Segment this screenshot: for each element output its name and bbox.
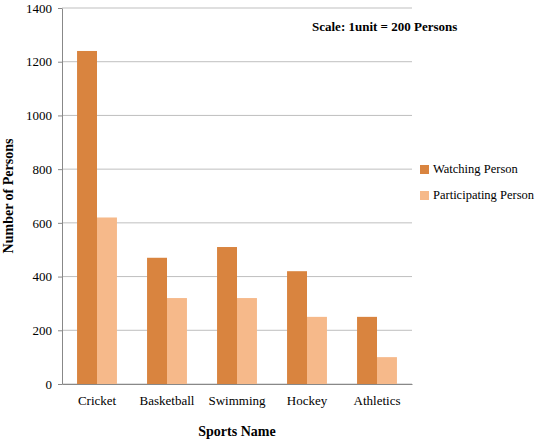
legend-label: Participating Person bbox=[433, 188, 535, 202]
legend-label: Watching Person bbox=[433, 162, 518, 176]
y-tick: 400 bbox=[33, 269, 63, 284]
grid-line bbox=[62, 61, 412, 62]
y-tick: 1400 bbox=[26, 1, 62, 16]
y-tick-mark bbox=[58, 169, 62, 170]
x-tick: Basketball bbox=[140, 384, 195, 408]
y-tick: 0 bbox=[46, 377, 63, 392]
bar bbox=[147, 258, 167, 384]
y-tick-label: 1200 bbox=[26, 54, 52, 69]
y-tick-label: 1400 bbox=[26, 1, 52, 16]
bar bbox=[377, 357, 397, 384]
bar bbox=[357, 317, 377, 384]
bars bbox=[77, 51, 397, 384]
bar bbox=[287, 271, 307, 384]
y-tick-label: 400 bbox=[33, 269, 53, 284]
y-tick: 200 bbox=[33, 323, 63, 338]
bar-series bbox=[77, 51, 377, 384]
bar bbox=[217, 247, 237, 384]
bar bbox=[77, 51, 97, 384]
y-tick-label: 600 bbox=[33, 216, 53, 231]
grid bbox=[62, 8, 412, 384]
y-tick-mark bbox=[58, 115, 62, 116]
y-tick-label: 1000 bbox=[26, 108, 52, 123]
x-tick-label: Athletics bbox=[354, 393, 401, 408]
chart: 0 200 400 600 800 1000 1200 1400 Cricket Basketba… bbox=[0, 0, 560, 443]
y-tick: 800 bbox=[33, 162, 63, 177]
y-axis-title: Number of Persons bbox=[1, 138, 16, 253]
bar bbox=[307, 317, 327, 384]
y-tick: 1000 bbox=[26, 108, 62, 123]
grid-line bbox=[62, 115, 412, 116]
y-tick-label: 800 bbox=[33, 162, 53, 177]
legend: Watching Person Participating Person bbox=[420, 162, 535, 202]
y-tick-mark bbox=[58, 62, 62, 63]
x-axis: Cricket Basketball Swimming Hockey Athletics bbox=[63, 384, 413, 408]
x-axis-line bbox=[63, 384, 413, 385]
x-tick-label: Swimming bbox=[208, 393, 266, 408]
y-tick-mark bbox=[58, 384, 62, 385]
y-axis-line bbox=[62, 9, 63, 385]
bar-series bbox=[97, 217, 397, 384]
y-tick-mark bbox=[58, 8, 62, 9]
x-tick: Hockey bbox=[287, 384, 328, 408]
x-tick: Cricket bbox=[78, 384, 117, 408]
y-tick-label: 0 bbox=[46, 377, 53, 392]
y-tick-mark bbox=[58, 277, 62, 278]
x-tick-label: Basketball bbox=[140, 393, 195, 408]
bar bbox=[97, 217, 117, 384]
x-tick-label: Cricket bbox=[78, 393, 117, 408]
grid-line bbox=[62, 8, 412, 9]
y-tick: 600 bbox=[33, 216, 63, 231]
bar bbox=[167, 298, 187, 384]
legend-swatch bbox=[420, 165, 429, 174]
y-tick-label: 200 bbox=[33, 323, 53, 338]
y-axis: 0 200 400 600 800 1000 1200 1400 bbox=[26, 1, 63, 392]
bar bbox=[237, 298, 257, 384]
x-tick: Athletics bbox=[354, 384, 401, 408]
y-tick-mark bbox=[58, 223, 62, 224]
y-tick: 1200 bbox=[26, 54, 62, 69]
x-axis-title: Sports Name bbox=[198, 424, 275, 439]
legend-swatch bbox=[420, 191, 429, 200]
annotation: Scale: 1unit = 200 Persons bbox=[312, 19, 457, 34]
grid-line bbox=[62, 169, 412, 170]
x-tick: Swimming bbox=[208, 384, 266, 408]
y-tick-mark bbox=[58, 330, 62, 331]
x-tick-label: Hockey bbox=[287, 393, 328, 408]
